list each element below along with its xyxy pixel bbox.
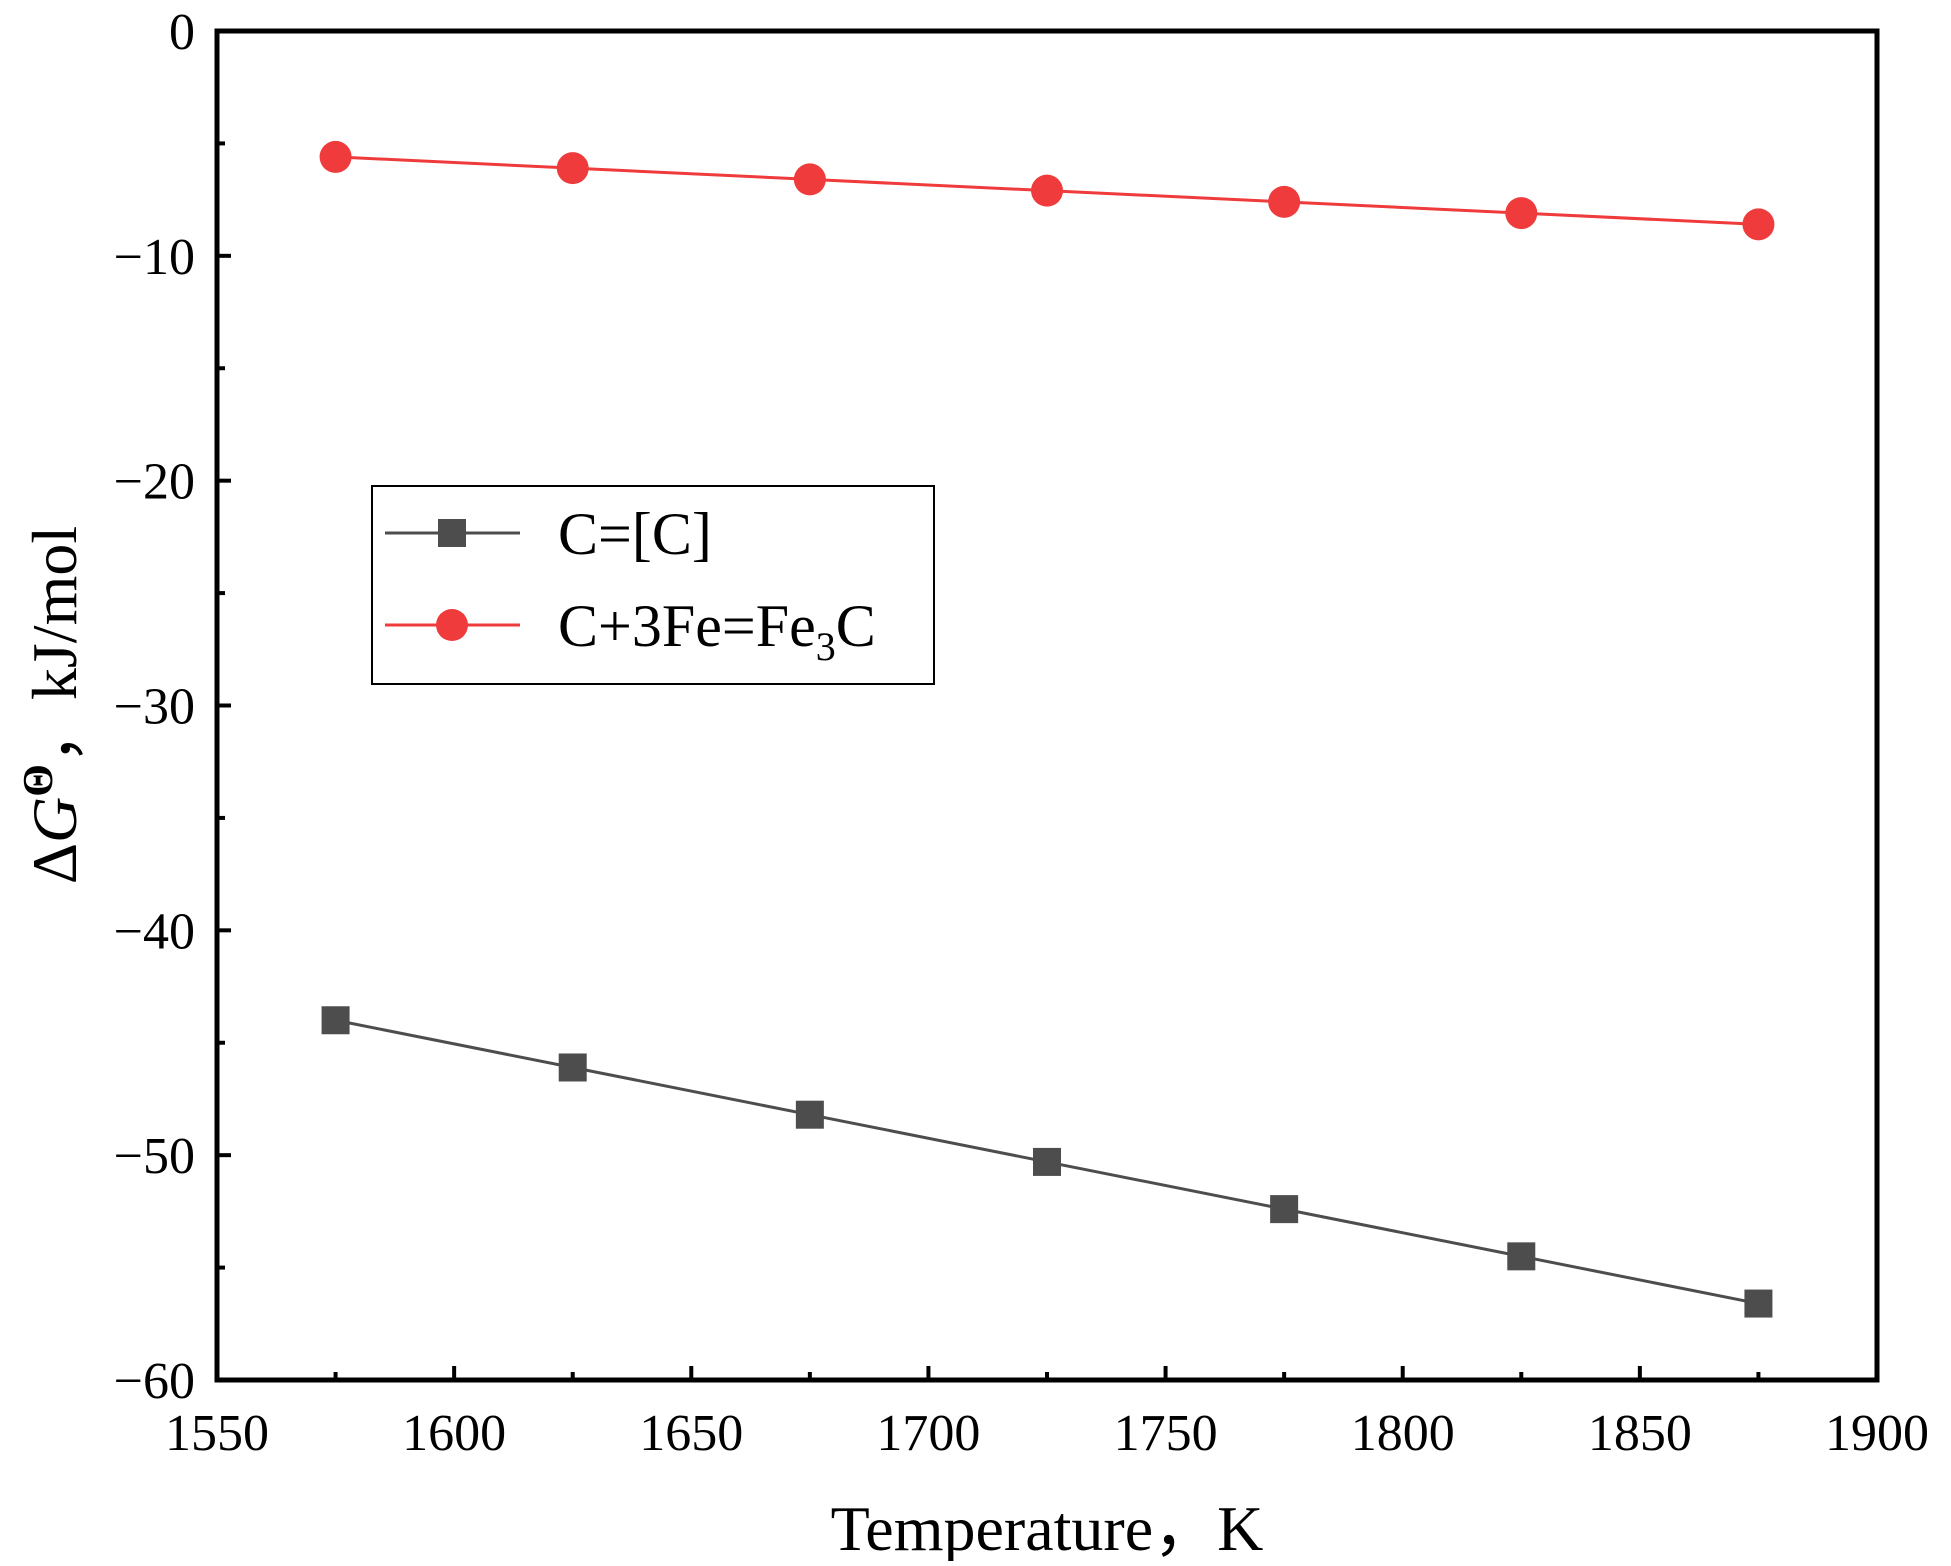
x-tick-label: 1550	[165, 1405, 269, 1462]
y-axis-title-delta: Δ	[19, 843, 90, 884]
legend-items: C=[C] C+3Fe=Fe3C	[385, 501, 876, 669]
x-tick-label: 1600	[402, 1405, 506, 1462]
legend-label-0: C=[C]	[558, 501, 712, 567]
series-0-point	[1270, 1195, 1299, 1224]
x-tick-label: 1900	[1825, 1405, 1929, 1462]
x-tick-label: 1850	[1588, 1405, 1692, 1462]
y-axis-title-unit: ，kJ/mol	[19, 526, 90, 764]
x-axis-title: Temperature，K	[831, 1493, 1264, 1561]
y-tick-label: −20	[114, 454, 195, 511]
y-tick-label: 0	[169, 4, 195, 61]
series-0-point	[558, 1053, 587, 1082]
series-0-point	[1744, 1289, 1773, 1318]
series-1-point	[1742, 208, 1775, 241]
series-0-point	[795, 1100, 824, 1129]
y-tick-label: −40	[114, 903, 195, 960]
x-tick-label: 1800	[1351, 1405, 1455, 1462]
y-tick-label: −30	[114, 679, 195, 736]
series-1-point	[1031, 174, 1063, 207]
legend: C=[C] C+3Fe=Fe3C	[371, 485, 935, 685]
y-axis-title: ΔGΘ，kJ/mol	[16, 526, 90, 884]
plot-frame	[214, 28, 1880, 1383]
series-1-point	[1268, 185, 1301, 218]
legend-marker-1	[436, 609, 468, 641]
x-tick-label: 1700	[876, 1405, 980, 1462]
y-tick-label: −10	[114, 229, 195, 286]
y-ticks: 0 −10 −20 −30 −40 −50 −60	[114, 4, 231, 1410]
y-axis-title-superscript: Θ	[16, 764, 62, 797]
series-0-point	[1033, 1147, 1061, 1176]
series-1-point	[1505, 197, 1538, 230]
x-tick-label: 1750	[1114, 1405, 1218, 1462]
series-1-point	[319, 140, 352, 173]
x-tick-label: 1650	[639, 1405, 743, 1462]
series-0-point	[321, 1006, 350, 1035]
series-1-point	[556, 152, 589, 185]
series-0-point	[1507, 1242, 1536, 1271]
y-axis-title-symbol: G	[19, 797, 90, 843]
y-tick-label: −60	[114, 1353, 195, 1410]
legend-marker-0	[438, 519, 466, 547]
x-ticks: 1550 1600 1650 1700 1750 1800 1850 1900	[165, 1366, 1929, 1462]
legend-label-1: C+3Fe=Fe3C	[558, 593, 876, 669]
series-1-point	[793, 163, 826, 196]
plot-series	[319, 140, 1775, 1318]
y-tick-label: −50	[114, 1128, 195, 1185]
